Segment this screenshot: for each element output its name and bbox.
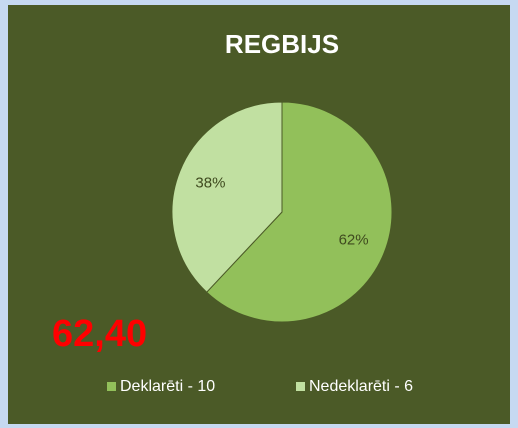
annotation: 62,40 [52, 313, 147, 355]
pie-slice [171, 101, 283, 293]
legend-label: Nedeklarēti - 6 [309, 378, 413, 395]
pie-slice [205, 101, 393, 323]
legend-marker [107, 382, 116, 391]
data-label: 62% [339, 231, 369, 248]
legend-label: Deklarēti - 10 [120, 378, 215, 395]
chart-title: REGBIJS [225, 29, 339, 59]
data-label: 38% [195, 175, 225, 192]
legend-marker [296, 382, 305, 391]
